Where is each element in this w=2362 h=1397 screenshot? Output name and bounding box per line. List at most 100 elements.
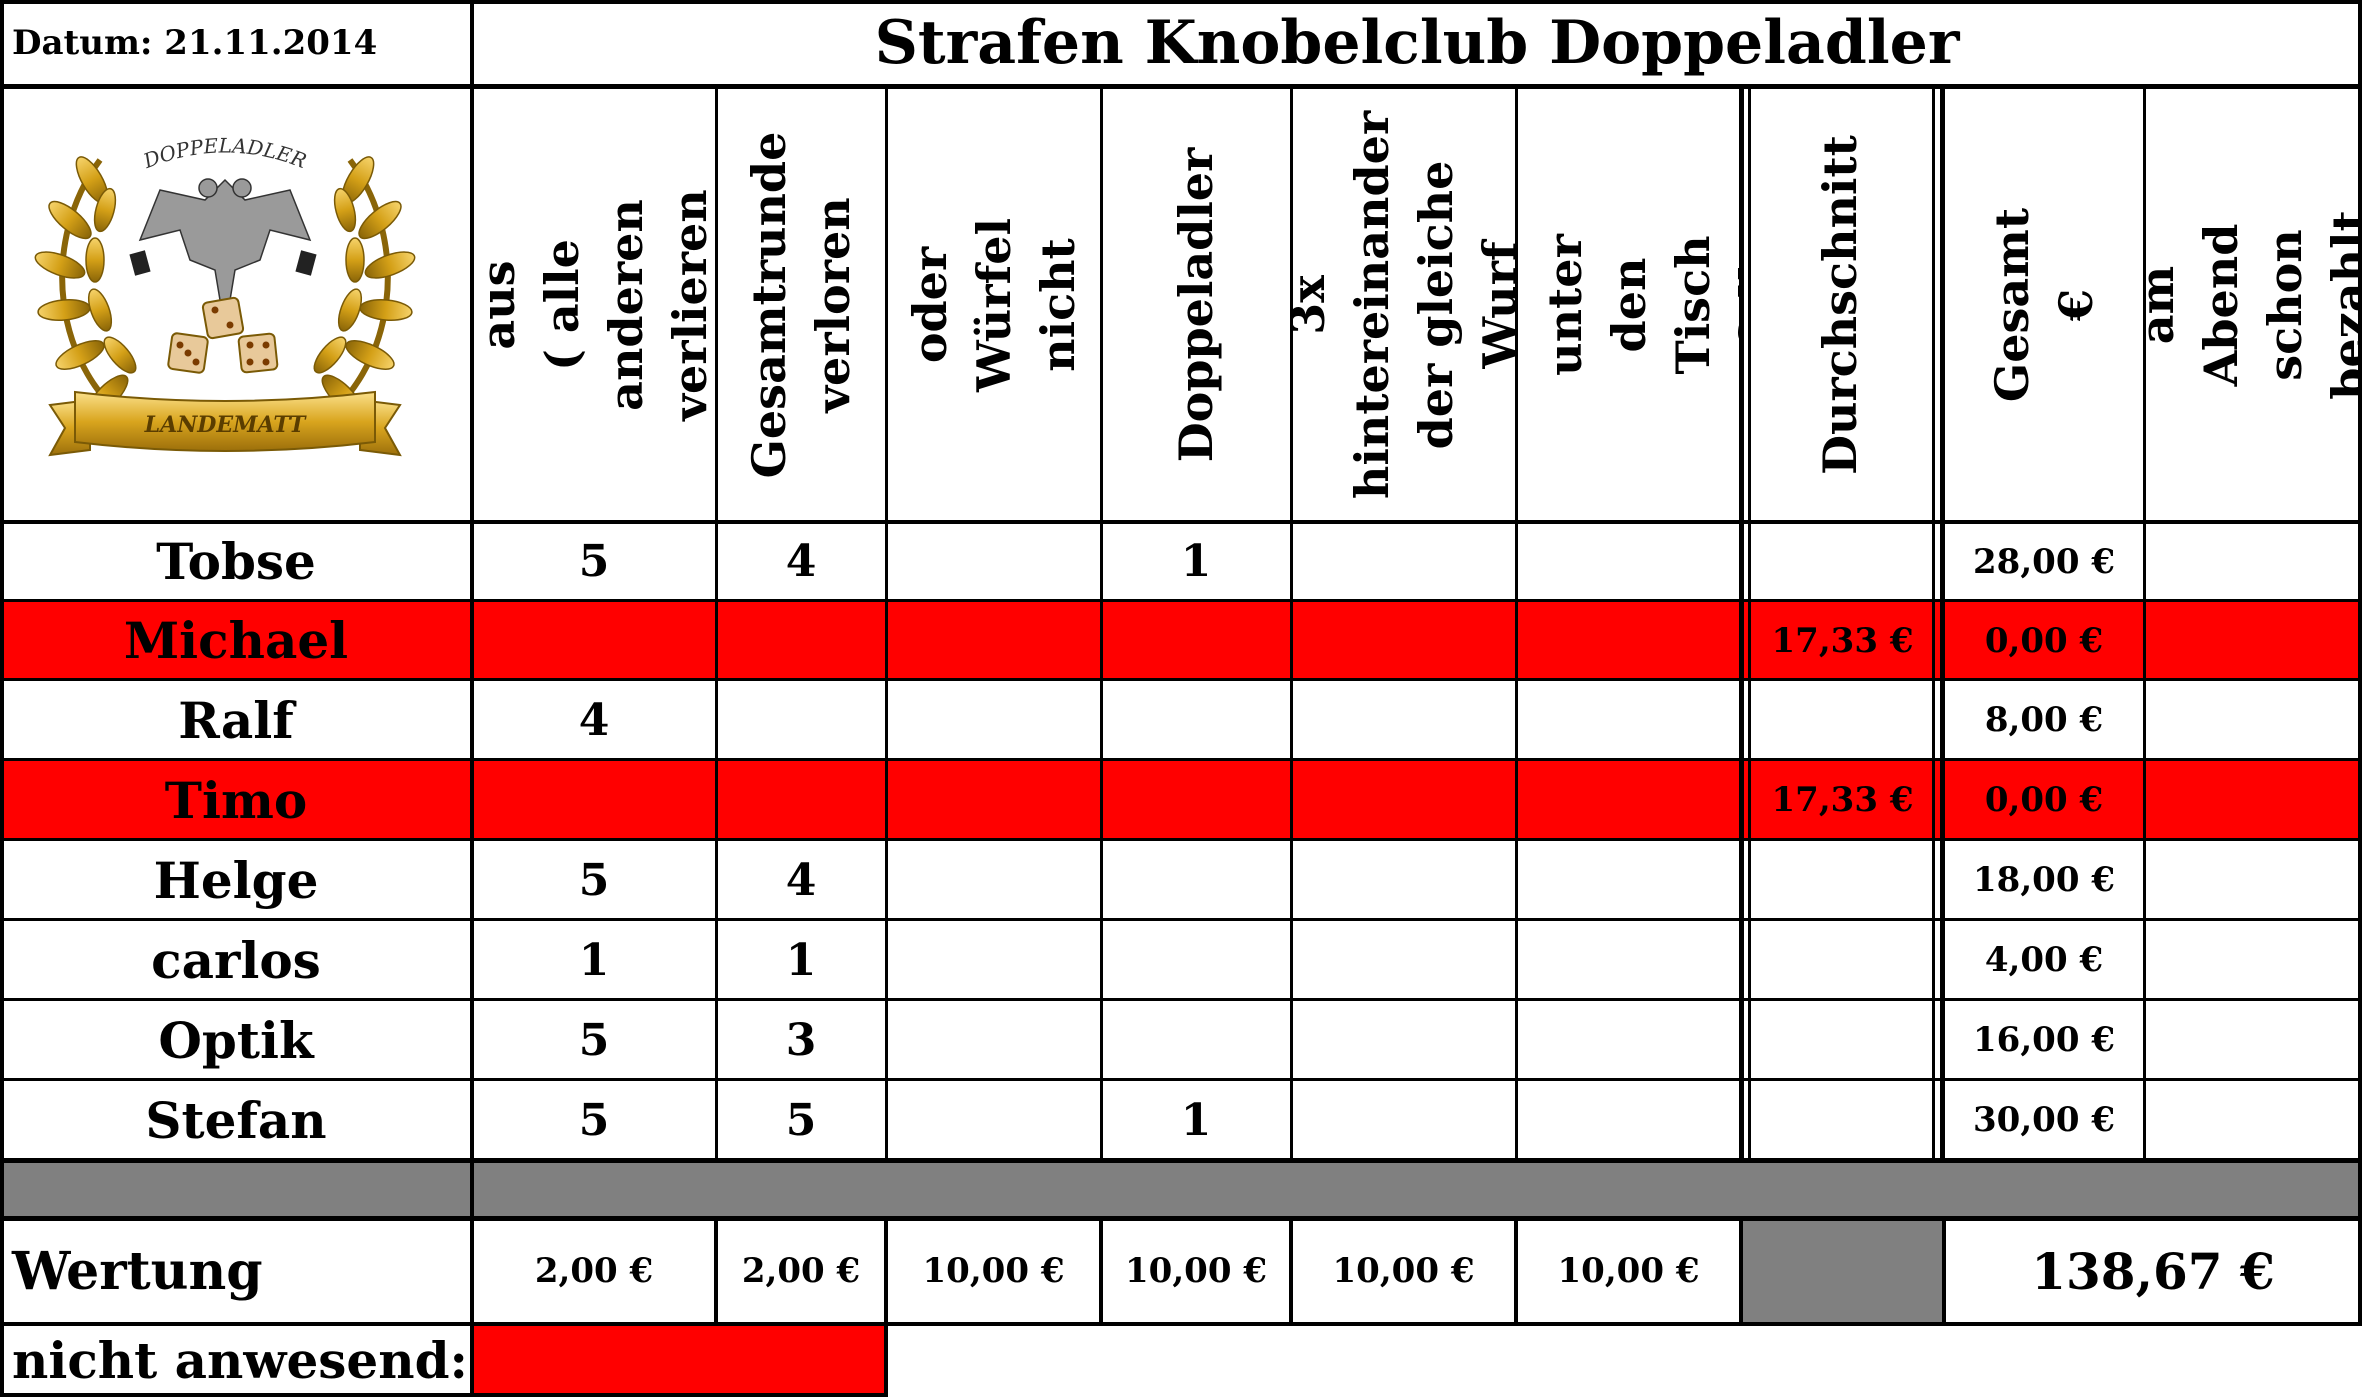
grid-vline	[1100, 86, 1103, 1160]
score-cell	[2144, 680, 2362, 760]
column-header-wuerfel-tisch: Würfel unter den Tisch gefallen	[1516, 200, 1741, 410]
score-cell	[2144, 601, 2362, 680]
score-cell	[1741, 1080, 1944, 1160]
svg-text:DOPPELADLER: DOPPELADLER	[139, 133, 310, 173]
score-cell	[886, 760, 1101, 840]
score-cell	[1516, 920, 1741, 1000]
score-cell: 5	[578, 536, 610, 587]
score-cell: 3	[785, 1014, 817, 1066]
grid-hline	[0, 1158, 2362, 1163]
score-cell	[886, 1000, 1101, 1080]
grid-hline	[0, 1393, 886, 1397]
score-cell	[2144, 1080, 2362, 1160]
player-name: Helge	[153, 850, 319, 910]
grid-vline	[1932, 86, 1935, 1160]
grid-vline	[1748, 86, 1751, 1160]
grid-vline	[1514, 1218, 1518, 1324]
player-name: carlos	[151, 930, 321, 990]
grid-vline	[470, 0, 474, 1397]
score-cell	[2144, 522, 2362, 601]
absent-row-highlight	[0, 601, 2362, 680]
wertung-value: 2,00 €	[741, 1251, 861, 1291]
column-header-durchschnitt: Durchschnitt	[1813, 135, 1867, 475]
grid-vline	[1289, 1218, 1293, 1324]
player-name: Timo	[164, 770, 308, 830]
score-cell: 4	[578, 694, 610, 746]
grid-hline	[0, 1078, 2362, 1081]
score-cell: 28,00 €	[1973, 541, 2115, 582]
player-name: Optik	[158, 1010, 314, 1070]
grid-vline	[1290, 86, 1293, 1160]
score-cell	[1741, 840, 1944, 920]
score-cell: 1	[1180, 1094, 1212, 1146]
club-logo: LANDEMATT DOPPELADLER	[30, 120, 420, 500]
score-cell	[1741, 680, 1944, 760]
grid-vline	[1515, 86, 1518, 1160]
grid-vline	[1739, 86, 1744, 1160]
legend-absent-swatch	[472, 1324, 886, 1397]
score-cell	[886, 840, 1101, 920]
score-cell	[2144, 1000, 2362, 1080]
wertung-value: 2,00 €	[534, 1251, 654, 1291]
grid-hline	[0, 1216, 2362, 1221]
score-cell: 5	[578, 1094, 610, 1146]
score-cell: 5	[578, 854, 610, 906]
score-cell	[1101, 760, 1291, 840]
logo-top-text: DOPPELADLER	[139, 133, 310, 173]
grid-hline	[0, 998, 2362, 1001]
logo-banner-text: LANDEMATT	[144, 412, 307, 438]
score-cell	[716, 760, 886, 840]
cup-icon	[129, 250, 151, 276]
score-cell	[1516, 840, 1741, 920]
wertung-value: 10,00 €	[1125, 1251, 1267, 1291]
grid-vline	[1942, 1218, 1946, 1324]
score-cell: 1	[1180, 536, 1212, 587]
score-cell	[472, 601, 716, 680]
page-title: Strafen Knobelclub Doppeladler	[874, 8, 1960, 78]
score-cell	[1741, 522, 1944, 601]
grid-vline	[2358, 0, 2362, 1324]
grid-hline	[0, 838, 2362, 841]
score-cell	[1291, 840, 1516, 920]
score-cell: 5	[785, 1094, 817, 1146]
grid-vline	[715, 86, 718, 1160]
grand-total: 138,67 €	[2031, 1241, 2275, 1301]
grid-hline	[0, 758, 2362, 761]
absent-row-highlight	[0, 760, 2362, 840]
separator-band	[0, 1160, 2362, 1218]
score-cell	[1516, 760, 1741, 840]
grid-hline	[0, 678, 2362, 681]
wertung-value: 10,00 €	[1557, 1251, 1700, 1291]
grid-hline	[0, 84, 2362, 89]
score-cell	[1291, 680, 1516, 760]
score-cell	[1291, 1000, 1516, 1080]
score-cell	[1101, 840, 1291, 920]
score-cell	[1516, 680, 1741, 760]
score-cell: 30,00 €	[1973, 1100, 2115, 1140]
column-header-becher: Becher oder Würfel nicht dabei	[886, 213, 1101, 397]
grid-vline	[714, 1218, 718, 1324]
score-cell: 16,00 €	[1973, 1020, 2115, 1060]
column-header-gesamt: Gesamt €	[1985, 207, 2103, 403]
score-cell: 0,00 €	[1984, 620, 2104, 661]
grid-vline	[0, 0, 4, 1397]
score-cell: 8,00 €	[1984, 700, 2104, 740]
score-cell	[2144, 920, 2362, 1000]
score-cell	[886, 680, 1101, 760]
score-cell	[1516, 1080, 1741, 1160]
player-name: Michael	[123, 611, 349, 670]
score-cell	[1291, 920, 1516, 1000]
score-cell	[1291, 601, 1516, 680]
score-cell	[886, 522, 1101, 601]
grid-hline	[886, 1322, 2362, 1326]
player-name: Ralf	[178, 690, 294, 750]
score-cell	[716, 680, 886, 760]
score-cell: 17,33 €	[1771, 620, 1914, 661]
score-cell	[1741, 1000, 1944, 1080]
score-cell	[1516, 522, 1741, 601]
score-cell: 1	[785, 934, 817, 986]
score-cell: 4	[785, 536, 817, 587]
score-cell	[1291, 1080, 1516, 1160]
score-cell: 17,33 €	[1771, 780, 1914, 820]
score-cell: 0,00 €	[1984, 780, 2104, 820]
